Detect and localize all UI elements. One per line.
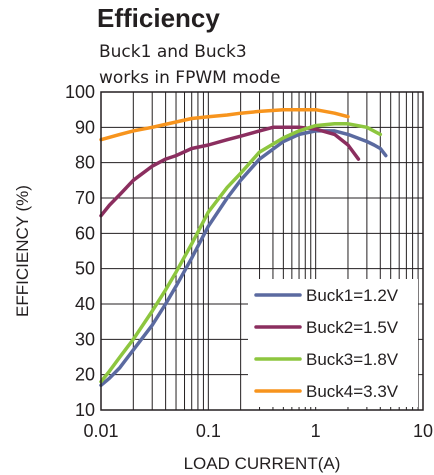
chart-subtitle-line-2: works in FPWM mode (99, 68, 280, 88)
y-axis-label: EFFICIENCY (%) (13, 185, 32, 317)
series-line-buck2 (99, 125, 361, 218)
y-tick-label: 60 (75, 223, 95, 243)
y-tick-label: 100 (65, 82, 95, 102)
x-tick-label: 0.1 (196, 421, 221, 441)
x-tick-label: 10 (413, 421, 433, 441)
x-axis-label: LOAD CURRENT(A) (184, 454, 341, 473)
x-tick-label: 1 (311, 421, 321, 441)
y-tick-label: 30 (75, 329, 95, 349)
series-line-buck1 (99, 129, 388, 388)
y-tick-label: 50 (75, 259, 95, 279)
y-tick-label: 80 (75, 153, 95, 173)
tick-labels: 10 20 30 40 50 60 70 80 90 100 0.01 0.1 1 10 (65, 82, 433, 441)
y-tick-label: 10 (75, 400, 95, 420)
chart-subtitle-line-1: Buck1 and Buck3 (99, 42, 247, 62)
series-line-buck3 (99, 122, 383, 384)
y-tick-label: 20 (75, 365, 95, 385)
y-tick-label: 70 (75, 188, 95, 208)
series-group (99, 107, 388, 388)
legend-label-buck2: Buck2=1.5V (306, 318, 399, 337)
plot-frame (100, 91, 424, 411)
series-line-buck4 (99, 107, 350, 142)
legend-label-buck4: Buck4=3.3V (306, 382, 399, 401)
legend: Buck1=1.2V Buck2=1.5V Buck3=1.8V Buck4=3.3V (248, 279, 418, 407)
y-tick-label: 40 (75, 294, 95, 314)
y-tick-label: 90 (75, 117, 95, 137)
x-tick-label: 0.01 (83, 421, 118, 441)
legend-label-buck1: Buck1=1.2V (306, 286, 399, 305)
legend-label-buck3: Buck3=1.8V (306, 350, 399, 369)
chart-title: Efficiency (97, 3, 220, 33)
legend-box (248, 279, 418, 407)
